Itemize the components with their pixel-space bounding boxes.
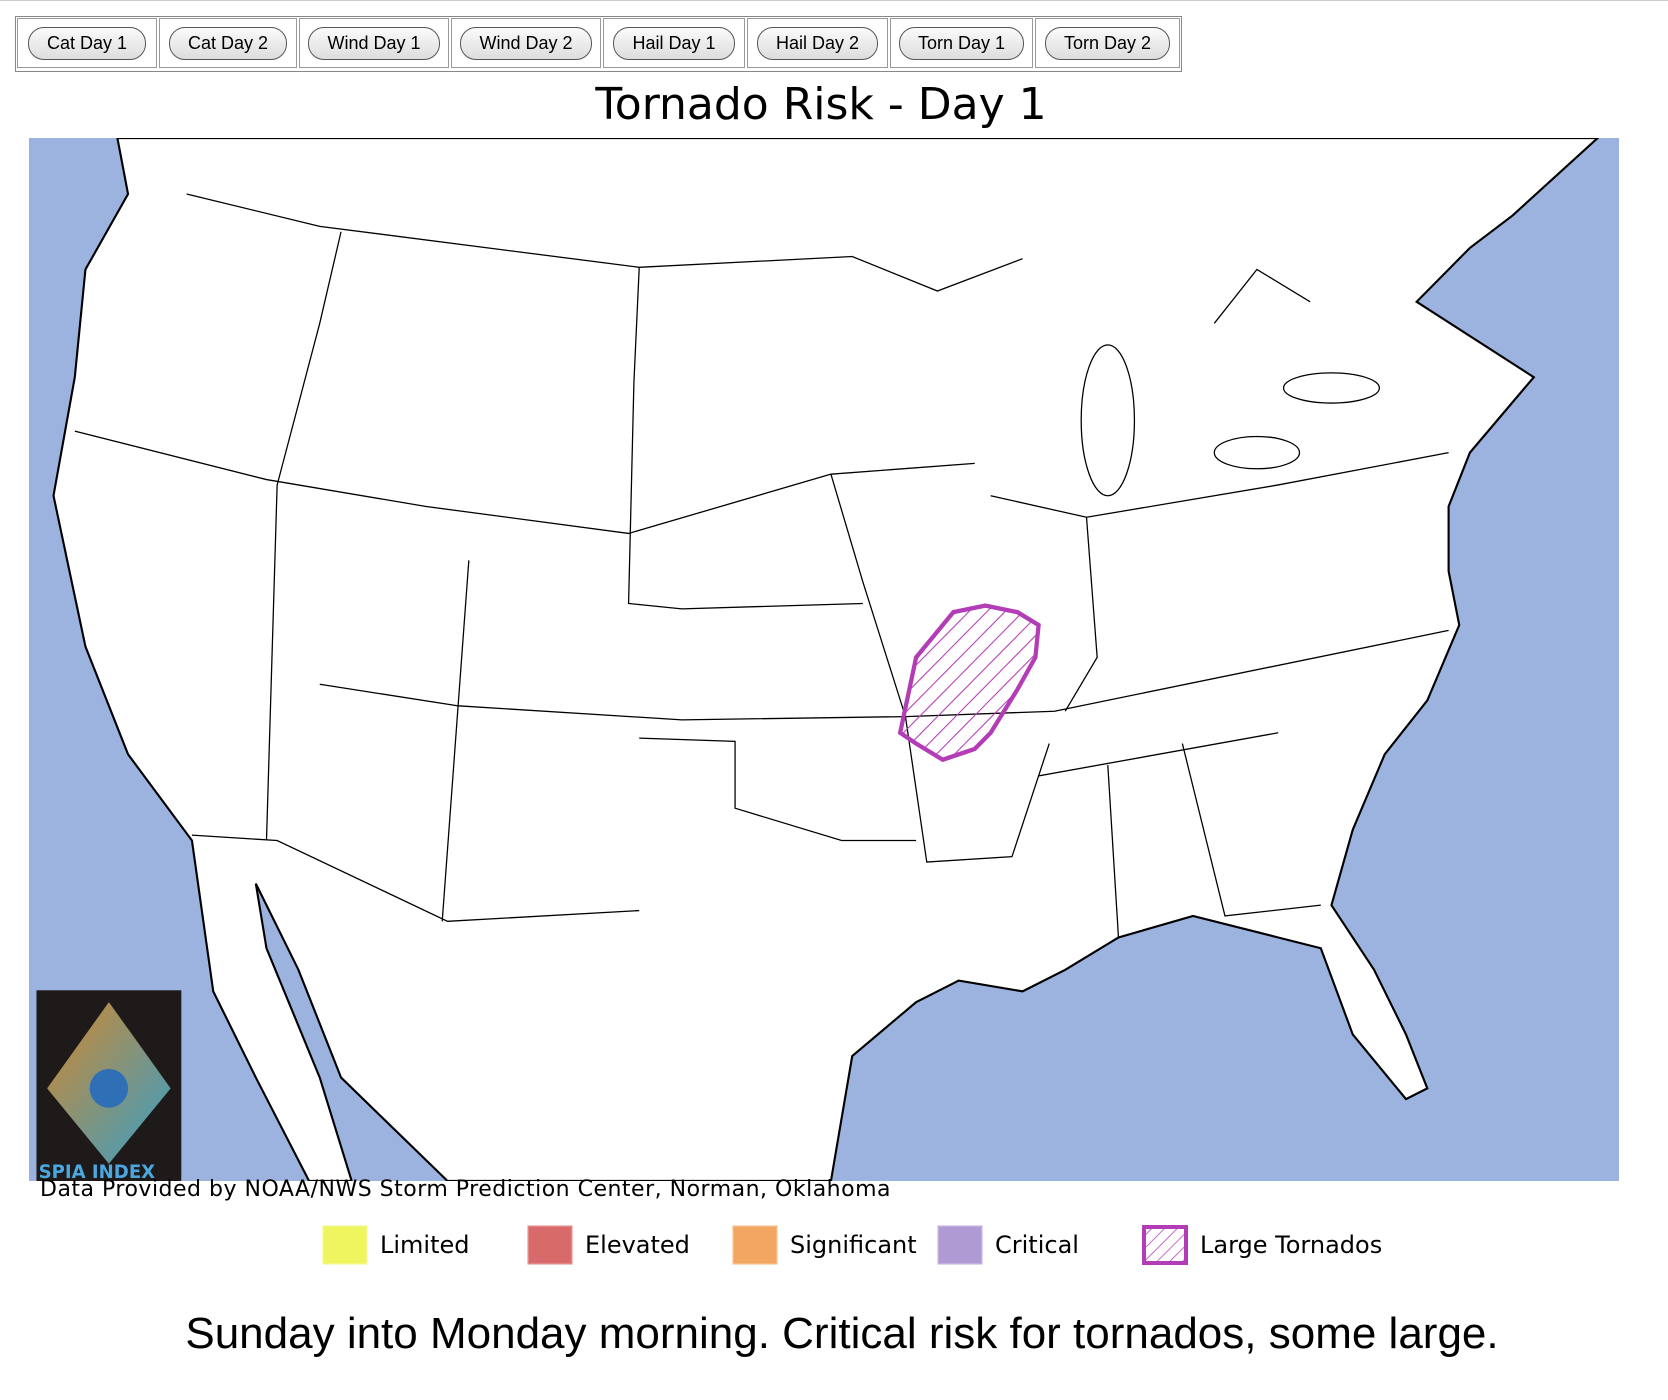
tab-button[interactable]: Torn Day 1 bbox=[898, 26, 1025, 60]
tab-bar: Cat Day 1 Cat Day 2 Wind Day 1 Wind Day 2 Ha… bbox=[15, 16, 1182, 72]
tab-button[interactable]: Torn Day 2 bbox=[1044, 26, 1171, 60]
tab: Torn Day 1 bbox=[890, 18, 1033, 68]
tab: Hail Day 2 bbox=[747, 18, 888, 68]
legend-swatch bbox=[732, 1225, 778, 1265]
legend-swatch bbox=[937, 1225, 983, 1265]
tab: Torn Day 2 bbox=[1035, 18, 1180, 68]
credit: Data Provided by NOAA/NWS Storm Predicti… bbox=[40, 1177, 892, 1202]
tab-button[interactable]: Hail Day 2 bbox=[756, 26, 879, 60]
legend-item: Elevated bbox=[527, 1225, 732, 1265]
large-tornado-area bbox=[897, 603, 1041, 763]
map: SPIA INDEX bbox=[29, 138, 1619, 1181]
tab-button[interactable]: Cat Day 1 bbox=[27, 26, 147, 60]
legend-label: Limited bbox=[380, 1231, 470, 1259]
legend: Limited Elevated Significant Critical Large … bbox=[322, 1225, 1382, 1265]
legend-item: Critical bbox=[937, 1225, 1142, 1265]
state-borders bbox=[74, 193, 1449, 938]
legend-swatch bbox=[527, 1225, 573, 1265]
tab: Wind Day 2 bbox=[451, 18, 601, 68]
tab: Wind Day 1 bbox=[299, 18, 449, 68]
tab: Cat Day 2 bbox=[159, 18, 297, 68]
map-title: Tornado Risk - Day 1 bbox=[595, 79, 1047, 130]
land bbox=[52, 138, 1600, 1181]
legend-swatch bbox=[322, 1225, 368, 1265]
caption: Sunday into Monday morning. Critical ris… bbox=[185, 1309, 1499, 1358]
legend-label: Critical bbox=[995, 1231, 1079, 1259]
logo-text: SPIA INDEX bbox=[39, 1162, 156, 1181]
tab-button[interactable]: Hail Day 1 bbox=[613, 26, 735, 60]
tab-button[interactable]: Cat Day 2 bbox=[168, 26, 288, 60]
tab: Cat Day 1 bbox=[17, 18, 157, 68]
tab-button[interactable]: Wind Day 2 bbox=[460, 26, 592, 60]
legend-item: Limited bbox=[322, 1225, 527, 1265]
tab: Hail Day 1 bbox=[603, 18, 745, 68]
tab-button[interactable]: Wind Day 1 bbox=[308, 26, 440, 60]
legend-swatch bbox=[1142, 1225, 1188, 1265]
legend-label: Elevated bbox=[585, 1231, 690, 1259]
logo-globe bbox=[89, 1068, 129, 1108]
legend-label: Large Tornados bbox=[1200, 1231, 1383, 1259]
legend-item: Significant bbox=[732, 1225, 937, 1265]
legend-label: Significant bbox=[790, 1231, 917, 1259]
legend-item: Large Tornados bbox=[1142, 1225, 1382, 1265]
